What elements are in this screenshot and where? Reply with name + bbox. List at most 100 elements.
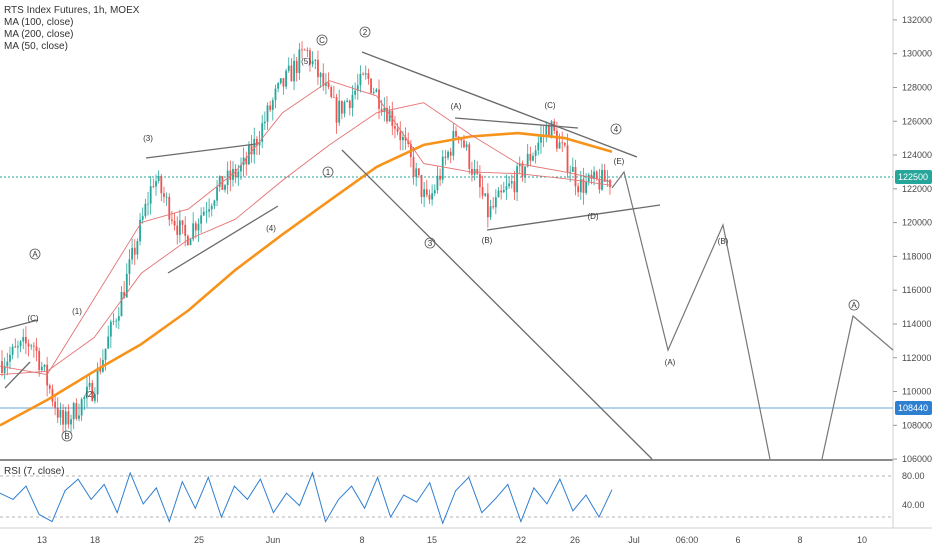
legend[interactable]: RTS Index Futures, 1h, MOEX MA (100, clo… xyxy=(4,5,140,477)
candle-body xyxy=(340,100,343,114)
candle-body xyxy=(423,189,426,197)
candle-body xyxy=(99,368,102,372)
candle-body xyxy=(518,163,521,167)
legend-title: RTS Index Futures, 1h, MOEX xyxy=(4,5,140,16)
candle-body xyxy=(526,153,529,167)
trendline-left-wedge xyxy=(4,361,31,389)
candle-body xyxy=(433,190,436,194)
candle-body xyxy=(115,320,118,322)
candle-body xyxy=(431,193,434,200)
candle-body xyxy=(439,175,441,180)
candle-body xyxy=(78,415,80,419)
candle-body xyxy=(86,386,88,397)
candle-body xyxy=(104,348,107,360)
time-tick: 25 xyxy=(194,535,204,545)
legend-ma200: MA (200, close) xyxy=(4,29,73,40)
candle-body xyxy=(160,176,163,194)
trendline-wave3-bottom xyxy=(167,205,279,274)
candle-body xyxy=(165,196,168,198)
candle-body xyxy=(494,197,497,208)
candle-body xyxy=(327,82,330,88)
price-axis[interactable]: 106000 108000 110000 112000 114000 116000 1180… xyxy=(893,15,932,464)
trendline-left-top xyxy=(0,319,39,331)
candle-body xyxy=(516,166,518,193)
candle-body xyxy=(441,156,444,180)
trendline-wave2-bottom xyxy=(341,149,653,460)
candle-body xyxy=(133,247,136,255)
candle-body xyxy=(325,82,327,86)
candle-body xyxy=(372,91,375,94)
candle-body xyxy=(112,321,115,322)
candle-body xyxy=(271,100,274,110)
wave-label: (B) xyxy=(482,236,493,245)
candle-body xyxy=(338,100,341,123)
candle-body xyxy=(425,189,428,195)
trendlines[interactable] xyxy=(0,51,661,460)
time-tick: 26 xyxy=(570,535,580,545)
projection-path[interactable] xyxy=(611,170,771,460)
candle-body xyxy=(14,346,17,348)
legend-rsi: RSI (7, close) xyxy=(4,466,65,477)
candle-body xyxy=(550,121,553,136)
candle-body xyxy=(364,73,367,75)
candle-body xyxy=(72,403,75,420)
wave-label: A xyxy=(851,301,857,310)
candle-body xyxy=(125,273,128,298)
candle-body xyxy=(537,142,540,151)
candle-body xyxy=(173,220,176,226)
candle-body xyxy=(351,94,354,108)
candle-body xyxy=(186,235,189,246)
candle-body xyxy=(417,168,420,176)
candle-body xyxy=(322,73,325,86)
candle-body xyxy=(415,168,418,177)
candle-body xyxy=(298,49,301,74)
candle-body xyxy=(486,193,489,218)
candle-body xyxy=(38,350,41,371)
candle-body xyxy=(540,135,542,143)
candle-body xyxy=(463,140,465,148)
price-tick-label: 116000 xyxy=(902,285,931,295)
candle-body xyxy=(189,239,192,246)
candle-body xyxy=(548,125,550,136)
wave-labels: A (C) (1) (2) B (3) (4) 1 (5) C 2 (A) 3 … xyxy=(27,26,860,442)
legend-ma100: MA (100, close) xyxy=(4,17,73,28)
time-axis[interactable]: 13 18 25 Jun 8 15 22 26 Jul 06:00 6 8 10 xyxy=(37,535,867,545)
candle-body xyxy=(274,88,277,101)
ma50-line xyxy=(0,80,613,376)
candle-body xyxy=(250,145,253,155)
main-pane[interactable] xyxy=(0,0,893,459)
candle-body xyxy=(455,131,457,137)
candle-body xyxy=(332,96,335,98)
candle-body xyxy=(587,174,590,182)
projection-path-2[interactable] xyxy=(821,314,894,460)
candle-body xyxy=(80,399,83,416)
wave-label: (C) xyxy=(27,314,38,323)
candle-body xyxy=(224,185,226,190)
candle-body xyxy=(598,178,601,190)
candle-body xyxy=(481,187,484,196)
candle-body xyxy=(492,206,495,208)
wave-label: 1 xyxy=(326,168,331,177)
trendline-wave2-top xyxy=(361,51,638,158)
candle-body xyxy=(70,419,72,425)
candle-body xyxy=(3,366,6,373)
candle-body xyxy=(229,170,232,180)
candle-body xyxy=(178,220,181,235)
wave-label: (4) xyxy=(266,224,276,233)
wave-label: A xyxy=(32,250,38,259)
candle-body xyxy=(181,220,184,225)
candle-body xyxy=(109,321,112,337)
trendline-triangle-bottom xyxy=(486,204,661,231)
time-tick: 6 xyxy=(735,535,740,545)
candle-body xyxy=(147,203,149,205)
candle-body xyxy=(335,97,338,123)
candle-body xyxy=(48,385,51,389)
ma200-line xyxy=(0,131,613,427)
candle-body xyxy=(155,181,157,187)
level-badge xyxy=(895,401,932,415)
rsi-pane[interactable] xyxy=(0,461,893,528)
candle-body xyxy=(301,49,303,51)
candle-body xyxy=(54,401,57,408)
candle-body xyxy=(27,343,30,347)
